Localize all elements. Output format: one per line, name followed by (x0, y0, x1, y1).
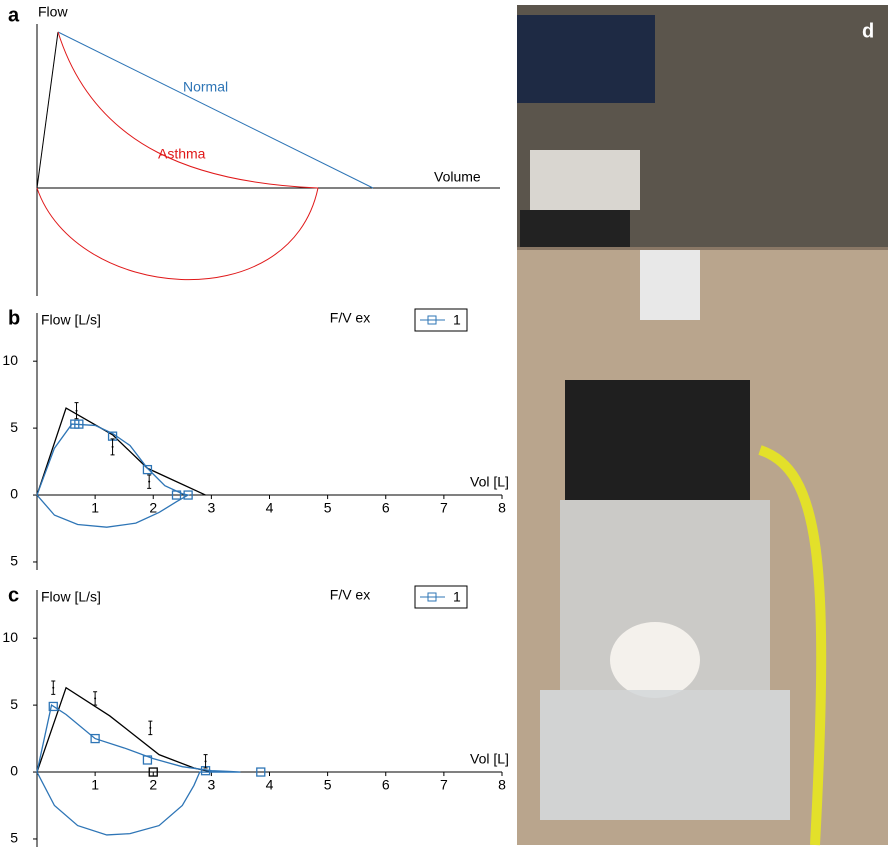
legend-marker (427, 592, 437, 602)
x-tick-label: 4 (266, 500, 274, 516)
y-tick-label: 5 (10, 830, 18, 846)
curve (36, 31, 59, 189)
x-tick-label: 1 (91, 500, 99, 516)
x-tick-label: 6 (382, 777, 390, 793)
y-tick-label: 5 (10, 553, 18, 569)
chart-title: F/V ex (330, 310, 370, 326)
panel-label: b (8, 307, 20, 329)
marker (171, 490, 182, 500)
x-axis-label: Volume (434, 169, 481, 185)
y-tick-label: 10 (2, 629, 18, 645)
chart-title: F/V ex (330, 587, 370, 603)
marker (90, 733, 100, 744)
x-tick-label: 8 (498, 777, 506, 793)
normal-label: Normal (183, 79, 228, 95)
flow-volume-loop (36, 704, 241, 836)
marker (148, 767, 158, 777)
error-bar-center (111, 445, 114, 448)
y-axis-label: Flow [L/s] (41, 589, 101, 605)
error-bar-center (204, 760, 207, 763)
marker (256, 767, 266, 777)
marker (142, 464, 153, 475)
panel-label: a (8, 4, 20, 26)
y-tick-label: 5 (10, 696, 18, 712)
x-tick-label: 5 (324, 500, 332, 516)
y-tick-label: 0 (10, 763, 18, 779)
x-tick-label: 8 (498, 500, 506, 516)
error-bar-center (75, 409, 78, 412)
curve (36, 187, 319, 280)
y-tick-label: 0 (10, 486, 18, 502)
marker (183, 490, 193, 500)
x-tick-label: 7 (440, 777, 448, 793)
reference-line (36, 407, 206, 496)
x-tick-label: 3 (207, 777, 215, 793)
y-axis-label: Flow [L/s] (41, 312, 101, 328)
flow-volume-loop (36, 423, 190, 528)
asthma-label: Asthma (158, 146, 206, 162)
marker (142, 755, 153, 765)
legend-label: 1 (453, 589, 461, 605)
marker (48, 701, 58, 712)
panel-label: c (8, 584, 19, 606)
curve (57, 31, 374, 189)
error-bar-center (148, 480, 151, 483)
error-bar-center (149, 726, 152, 729)
error-bar-center (52, 686, 55, 689)
x-tick-label: 3 (207, 500, 215, 516)
error-bar-center (94, 697, 97, 700)
x-tick-label: 7 (440, 500, 448, 516)
curve (57, 31, 319, 189)
x-tick-label: 4 (266, 777, 274, 793)
x-axis-label: Vol [L] (470, 474, 509, 490)
x-tick-label: 6 (382, 500, 390, 516)
x-tick-label: 5 (324, 777, 332, 793)
y-tick-label: 5 (10, 419, 18, 435)
legend-label: 1 (453, 312, 461, 328)
x-axis-label: Vol [L] (470, 751, 509, 767)
y-axis-label: Flow (38, 4, 68, 20)
marker (74, 419, 84, 429)
x-tick-label: 2 (149, 777, 157, 793)
panel-label: d (862, 20, 874, 42)
legend-marker (427, 315, 437, 325)
x-tick-label: 2 (149, 500, 157, 516)
photo (517, 5, 888, 846)
y-tick-label: 10 (2, 352, 18, 368)
x-tick-label: 1 (91, 777, 99, 793)
reference-line (36, 686, 212, 773)
